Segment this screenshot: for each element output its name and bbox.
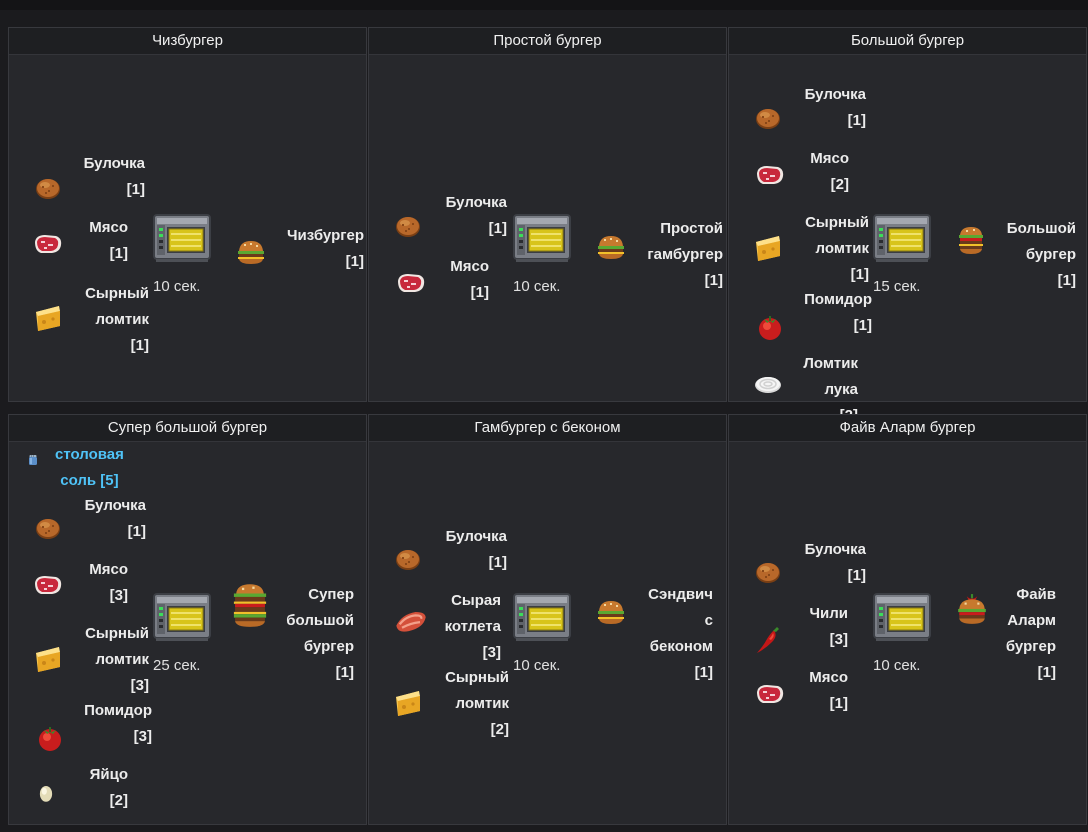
cheese-icon [32,643,64,675]
bun-icon [752,556,784,588]
ingredient-bun: Булочка [1] [84,497,146,540]
recipe-card-big-burger: Большой бургер Булочка [1] Мясо [2] Сырный… [728,27,1087,424]
result-item: Супер большой бургер [1] [286,586,354,681]
recipe-title: Файв Аларм бургер [729,415,1086,442]
ingredient-meat: Мясо [1] [809,669,848,712]
ingredient-cheese: Сырный ломтик [2] [445,669,509,738]
ingredient-bun: Булочка [1] [445,528,507,571]
cook-time: 10 сек. [513,657,561,674]
ingredient-tomato: Помидор [1] [804,291,872,334]
bun-icon [32,512,64,544]
grill-icon [872,209,932,269]
ingredient-chili: Чили [3] [809,605,848,648]
result-item: Большой бургер [1] [1006,220,1076,289]
ingredient-cheese: Сырный ломтик [3] [85,625,149,694]
recipe-title: Простой бургер [369,28,726,55]
egg-icon [32,779,60,807]
meat-icon [754,678,786,710]
burger-icon [595,596,627,628]
chili-icon [752,624,784,656]
ingredient-bun: Булочка [1] [804,86,866,129]
cook-time: 15 сек. [873,278,921,295]
ingredient-bun: Булочка [1] [445,194,507,237]
cook-time: 25 сек. [153,657,201,674]
recipe-title: Чизбургер [9,28,366,55]
burger-icon [595,231,627,263]
ingredient-cheese: Сырный ломтик [1] [85,285,149,354]
cheese-icon [32,302,64,334]
bun-icon [752,102,784,134]
ingredient-meat: Мясо [1] [89,219,128,262]
recipe-card-bacon-burger: Гамбургер с беконом Булочка [1] Сырая котл… [368,414,727,825]
ingredient-cheese: Сырный ломтик [1] [805,214,869,283]
meat-icon [395,267,427,299]
result-item: Чизбургер [1] [287,227,364,270]
grill-icon [512,588,572,648]
super-burger-icon [227,582,273,628]
salt-shaker-icon [25,451,41,467]
ingredient-tomato: Помидор [3] [84,702,152,745]
cheese-icon [752,232,784,264]
recipe-title: Гамбургер с беконом [369,415,726,442]
bun-icon [32,172,64,204]
raw-cutlet-icon [393,603,429,639]
big-burger-icon [955,224,987,256]
ingredient-egg: Яйцо [2] [89,766,128,809]
cook-time: 10 сек. [153,278,201,295]
ingredient-meat: Мясо [2] [810,150,849,193]
bun-icon [392,543,424,575]
top-bar [0,0,1088,10]
grill-icon [152,209,212,269]
recipe-title: Супер большой бургер [9,415,366,442]
grill-icon [512,209,572,269]
ingredient-bun: Булочка [1] [83,155,145,198]
cheese-icon [392,687,424,719]
tomato-icon [34,722,66,754]
bun-icon [392,210,424,242]
recipe-row-1: Чизбургер Булочка [1] Мясо [1] Сырный ломти… [8,27,1088,424]
burger-icon [235,236,267,268]
recipe-card-super-big-burger: Супер большой бургер столовая соль [5] Бу… [8,414,367,825]
ingredient-meat: Мясо [3] [89,561,128,604]
recipe-card-cheeseburger: Чизбургер Булочка [1] Мясо [1] Сырный ломти… [8,27,367,402]
grill-icon [152,588,212,648]
ingredient-bun: Булочка [1] [804,541,866,584]
tomato-icon [754,311,786,343]
five-alarm-burger-icon [955,593,989,627]
meat-icon [32,569,64,601]
recipe-card-five-alarm-burger: Файв Аларм бургер Булочка [1] Чили [3] Мяс… [728,414,1087,825]
meat-icon [32,228,64,260]
cook-time: 10 сек. [873,657,921,674]
grill-icon [872,588,932,648]
result-item: Сэндвич с беконом [1] [648,586,713,681]
meat-icon [754,159,786,191]
result-item: Файв Аларм бургер [1] [1005,586,1056,681]
recipe-row-2: Супер большой бургер столовая соль [5] Бу… [8,414,1088,825]
reagent-salt: столовая соль [5] [55,446,124,489]
ingredient-raw-cutlet: Сырая котлета [3] [444,592,501,661]
result-item: Простой гамбургер [1] [647,220,723,289]
recipe-title: Большой бургер [729,28,1086,55]
recipe-card-simple-burger: Простой бургер Булочка [1] Мясо [1] 10 сек… [368,27,727,402]
cook-time: 10 сек. [513,278,561,295]
ingredient-meat: Мясо [1] [450,258,489,301]
onion-slice-icon [752,368,784,400]
